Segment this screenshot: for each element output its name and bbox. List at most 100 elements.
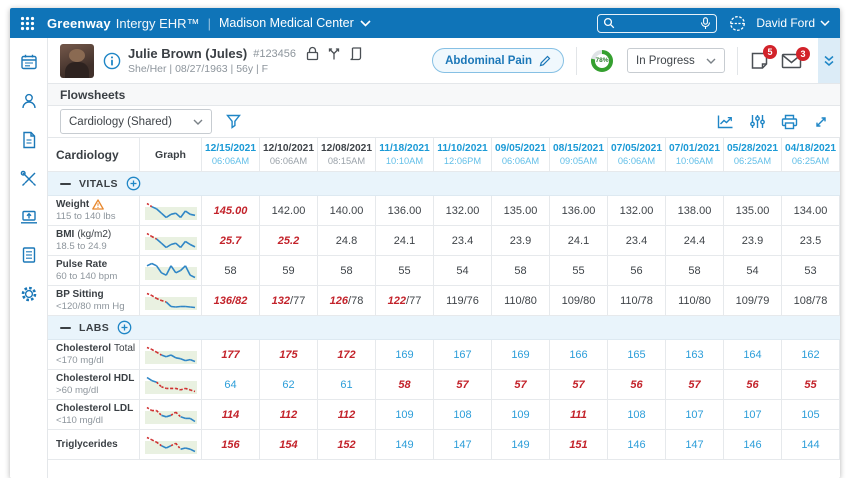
column-date-header[interactable]: 09/05/2021 06:06AM [492, 138, 550, 171]
flowsheet-cell[interactable]: 146 [608, 430, 666, 459]
flowsheet-cell[interactable]: 163 [666, 340, 724, 369]
flowsheet-cell[interactable]: 164 [724, 340, 782, 369]
flowsheet-cell[interactable]: 136/82 [202, 286, 260, 315]
flowsheet-cell[interactable]: 59 [260, 256, 318, 285]
patient-icon[interactable] [20, 92, 38, 110]
flowsheet-cell[interactable]: 54 [724, 256, 782, 285]
flowsheet-cell[interactable]: 111 [550, 400, 608, 429]
column-date-header[interactable]: 08/15/2021 09:05AM [550, 138, 608, 171]
flowsheet-cell[interactable]: 136.00 [550, 196, 608, 225]
visit-status-select[interactable]: In Progress [627, 48, 725, 73]
collapse-icon[interactable] [814, 115, 828, 129]
flowsheet-cell[interactable]: 122/77 [376, 286, 434, 315]
flowsheet-cell[interactable]: 57 [434, 370, 492, 399]
flowsheet-cell[interactable]: 152 [318, 430, 376, 459]
user-menu[interactable]: David Ford [756, 16, 830, 30]
flowsheet-cell[interactable]: 54 [434, 256, 492, 285]
flowsheet-cell[interactable]: 162 [782, 340, 840, 369]
flowsheet-cell[interactable]: 114 [202, 400, 260, 429]
flowsheet-cell[interactable]: 25.7 [202, 226, 260, 255]
info-icon[interactable] [103, 52, 121, 70]
flowsheet-cell[interactable]: 23.9 [492, 226, 550, 255]
flowsheet-cell[interactable]: 58 [318, 256, 376, 285]
messages-button[interactable]: 3 [781, 46, 810, 69]
flowsheet-cell[interactable]: 25.2 [260, 226, 318, 255]
flowsheet-cell[interactable]: 166 [550, 340, 608, 369]
flowsheet-cell[interactable]: 112 [260, 400, 318, 429]
flowsheet-cell[interactable]: 109 [492, 400, 550, 429]
flowsheet-cell[interactable]: 138.00 [666, 196, 724, 225]
flowsheet-cell[interactable]: 175 [260, 340, 318, 369]
forms-icon[interactable] [21, 246, 37, 264]
flowsheet-cell[interactable]: 62 [260, 370, 318, 399]
flowsheet-cell[interactable]: 147 [434, 430, 492, 459]
flowsheet-cell[interactable]: 23.5 [782, 226, 840, 255]
flowsheet-cell[interactable]: 24.8 [318, 226, 376, 255]
add-parameter-icon[interactable] [126, 176, 141, 191]
tools-icon[interactable] [20, 170, 38, 188]
flowsheet-cell[interactable]: 53 [782, 256, 840, 285]
flowsheet-cell[interactable]: 144 [782, 430, 840, 459]
column-date-header[interactable]: 05/28/2021 06:25AM [724, 138, 782, 171]
flowsheet-cell[interactable]: 57 [666, 370, 724, 399]
flowsheet-cell[interactable]: 151 [550, 430, 608, 459]
print-icon[interactable] [781, 114, 798, 130]
line-chart-icon[interactable] [717, 114, 734, 129]
flowsheet-cell[interactable]: 135.00 [492, 196, 550, 225]
flowsheet-cell[interactable]: 24.1 [550, 226, 608, 255]
column-date-header[interactable]: 07/01/2021 10:06AM [666, 138, 724, 171]
flowsheet-cell[interactable]: 132.00 [434, 196, 492, 225]
flowsheet-cell[interactable]: 149 [492, 430, 550, 459]
flowsheet-cell[interactable]: 57 [492, 370, 550, 399]
flowsheet-cell[interactable]: 110/80 [492, 286, 550, 315]
flowsheet-cell[interactable]: 126/78 [318, 286, 376, 315]
globe-icon[interactable] [729, 15, 746, 32]
filter-icon[interactable] [226, 114, 241, 129]
flowsheet-cell[interactable]: 108 [608, 400, 666, 429]
condition-button[interactable]: Abdominal Pain [432, 48, 564, 73]
sparkline-graph[interactable] [140, 226, 202, 255]
flowsheet-cell[interactable]: 58 [492, 256, 550, 285]
sparkline-graph[interactable] [140, 400, 202, 429]
flowsheet-cell[interactable]: 132/77 [260, 286, 318, 315]
flowsheet-cell[interactable]: 55 [376, 256, 434, 285]
scroll-icon[interactable] [349, 46, 363, 61]
column-date-header[interactable]: 11/10/2021 12:06PM [434, 138, 492, 171]
flowsheet-cell[interactable]: 107 [724, 400, 782, 429]
sparkline-graph[interactable] [140, 370, 202, 399]
inbox-icon[interactable] [20, 209, 38, 225]
flowsheet-cell[interactable]: 135.00 [724, 196, 782, 225]
flowsheet-cell[interactable]: 108/78 [782, 286, 840, 315]
flowsheet-cell[interactable]: 55 [782, 370, 840, 399]
flowsheet-cell[interactable]: 107 [666, 400, 724, 429]
collapse-header-button[interactable] [818, 38, 840, 83]
collapse-section-icon[interactable] [60, 182, 71, 185]
flowsheet-cell[interactable]: 172 [318, 340, 376, 369]
sparkline-graph[interactable] [140, 286, 202, 315]
column-date-header[interactable]: 07/05/2021 06:06AM [608, 138, 666, 171]
flowsheet-cell[interactable]: 110/80 [666, 286, 724, 315]
organization-selector[interactable]: Madison Medical Center [219, 16, 371, 30]
flowsheet-cell[interactable]: 24.4 [666, 226, 724, 255]
flowsheet-cell[interactable]: 109 [376, 400, 434, 429]
flowsheet-cell[interactable]: 147 [666, 430, 724, 459]
flowsheet-cell[interactable]: 145.00 [202, 196, 260, 225]
flowsheet-cell[interactable]: 112 [318, 400, 376, 429]
collapse-section-icon[interactable] [60, 326, 71, 329]
flowsheet-cell[interactable]: 140.00 [318, 196, 376, 225]
flowsheet-cell[interactable]: 167 [434, 340, 492, 369]
sparkline-graph[interactable] [140, 430, 202, 459]
notes-button[interactable]: 5 [750, 44, 777, 71]
flowsheet-cell[interactable]: 110/78 [608, 286, 666, 315]
flowsheet-cell[interactable]: 56 [724, 370, 782, 399]
flowsheet-cell[interactable]: 58 [202, 256, 260, 285]
flowsheet-cell[interactable]: 105 [782, 400, 840, 429]
flowsheet-cell[interactable]: 108 [434, 400, 492, 429]
sparkline-graph[interactable] [140, 340, 202, 369]
microphone-icon[interactable] [700, 16, 711, 30]
flowsheet-cell[interactable]: 146 [724, 430, 782, 459]
flowsheet-cell[interactable]: 61 [318, 370, 376, 399]
add-parameter-icon[interactable] [117, 320, 132, 335]
settings-gear-icon[interactable] [20, 285, 38, 303]
column-date-header[interactable]: 12/15/2021 06:06AM [202, 138, 260, 171]
